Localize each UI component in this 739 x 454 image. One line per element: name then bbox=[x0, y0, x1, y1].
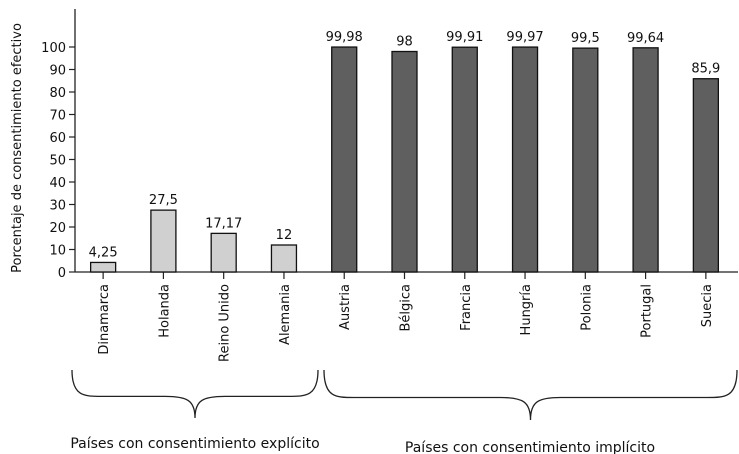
category-label: Reino Unido bbox=[218, 284, 233, 362]
y-tick-label: 40 bbox=[49, 176, 66, 191]
brace-implicit bbox=[323, 369, 738, 421]
data-label: 99,64 bbox=[627, 31, 664, 46]
data-label: 99,91 bbox=[446, 30, 483, 45]
y-axis-title: Porcentaje de consentimiento efectivo bbox=[10, 23, 25, 273]
category-label: Bélgica bbox=[399, 284, 414, 332]
bar bbox=[391, 50, 418, 273]
category-label: Austria bbox=[338, 284, 353, 330]
data-label: 4,25 bbox=[89, 245, 118, 260]
category-label: Portugal bbox=[640, 284, 655, 338]
data-label: 85,9 bbox=[691, 62, 720, 77]
group-label-explicit: Países con consentimiento explícito bbox=[70, 436, 319, 452]
category-label: Dinamarca bbox=[97, 284, 112, 355]
y-tick-label: 60 bbox=[49, 131, 66, 146]
group-braces bbox=[71, 369, 738, 421]
bars bbox=[89, 46, 720, 273]
data-label: 17,17 bbox=[205, 216, 242, 231]
category-label: Hungría bbox=[519, 284, 534, 335]
x-axis bbox=[75, 271, 738, 279]
bar bbox=[270, 244, 298, 273]
brace-explicit bbox=[71, 369, 319, 419]
data-label: 99,98 bbox=[326, 30, 363, 45]
category-label: Suecia bbox=[700, 284, 715, 327]
y-axis: 0 10 20 30 40 50 60 70 80 90 100 bbox=[41, 9, 76, 281]
bar bbox=[511, 46, 539, 273]
bar bbox=[150, 209, 177, 273]
bar bbox=[89, 261, 117, 273]
bar bbox=[692, 78, 720, 273]
category-labels: Dinamarca Holanda Reino Unido Alemania Austr… bbox=[97, 284, 715, 362]
group-label-implicit: Países con consentimiento implícito bbox=[405, 440, 655, 454]
category-label: Holanda bbox=[157, 284, 172, 338]
data-label: 27,5 bbox=[149, 193, 178, 208]
y-tick-label: 50 bbox=[49, 154, 66, 169]
y-tick-label: 90 bbox=[49, 64, 66, 79]
bar bbox=[331, 46, 358, 273]
category-label: Alemania bbox=[278, 284, 293, 345]
category-label: Francia bbox=[459, 284, 474, 331]
y-tick-label: 0 bbox=[58, 266, 66, 281]
category-label: Polonia bbox=[579, 284, 594, 331]
bar bbox=[632, 47, 659, 273]
y-tick-label: 10 bbox=[49, 244, 66, 259]
y-tick-label: 30 bbox=[49, 199, 66, 214]
data-label: 99,5 bbox=[571, 31, 600, 46]
y-tick-label: 100 bbox=[41, 41, 66, 56]
y-tick-label: 80 bbox=[49, 86, 66, 101]
bar bbox=[210, 232, 237, 273]
data-labels: 4,25 27,5 17,17 12 99,98 98 99,91 99,97 99,5 99,6… bbox=[89, 30, 721, 260]
data-label: 99,97 bbox=[506, 30, 543, 45]
bar bbox=[451, 46, 478, 273]
data-label: 98 bbox=[396, 35, 413, 50]
y-tick-label: 20 bbox=[49, 221, 66, 236]
y-tick-label: 70 bbox=[49, 109, 66, 124]
bar bbox=[572, 47, 599, 273]
data-label: 12 bbox=[276, 228, 293, 243]
